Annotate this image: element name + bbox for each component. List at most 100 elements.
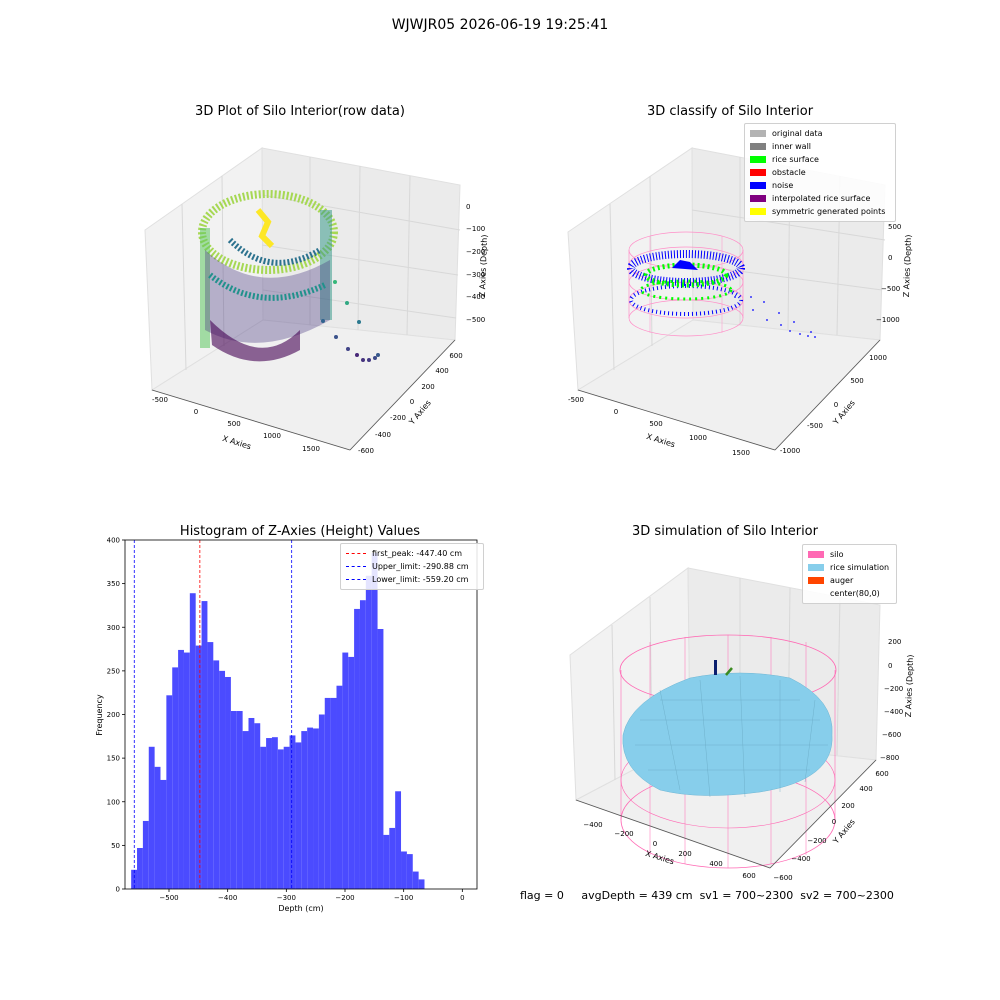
- histogram-bar: [230, 711, 237, 889]
- sv1-text: sv1 = 700~2300: [699, 889, 794, 902]
- histogram-bar: [318, 714, 325, 889]
- subplot-title-simulation: 3D simulation of Silo Interior: [632, 524, 818, 539]
- z-axis-label: Z Axies (Depth): [478, 234, 489, 297]
- z-tick-label: −200: [884, 685, 903, 693]
- z-tick-label: −800: [880, 754, 899, 762]
- histogram-bar: [348, 656, 355, 889]
- y-tick-label: 150: [107, 755, 120, 763]
- z-tick-label: −200: [466, 248, 485, 256]
- rice-surface: [622, 672, 833, 798]
- legend-label: rice surface: [772, 155, 819, 164]
- subplot-title-histogram: Histogram of Z-Axies (Height) Values: [179, 524, 421, 539]
- x-tick-label: 1500: [732, 449, 750, 457]
- y-tick-label: 400: [435, 367, 448, 375]
- legend-item: original data: [750, 127, 890, 140]
- legend-item: interpolated rice surface: [750, 192, 890, 205]
- z-tick-label: −1000: [876, 316, 900, 324]
- classify-point-cloud: [627, 231, 816, 338]
- histogram-bar: [412, 871, 419, 889]
- legend-label: interpolated rice surface: [772, 194, 871, 203]
- y-tick-label: 50: [111, 842, 120, 850]
- x-tick-label: 500: [227, 420, 240, 428]
- histogram-bar: [406, 854, 413, 889]
- legend-label: rice simulation: [830, 563, 890, 572]
- legend-label: first_peak: -447.40 cm: [372, 549, 463, 558]
- histogram-bar: [178, 649, 184, 889]
- legend-item: auger: [808, 574, 891, 587]
- legend-label: symmetric generated points: [772, 207, 886, 216]
- z-axis-label: Z Axies (Depth): [904, 654, 915, 717]
- avg-depth-text: avgDepth = 439 cm: [581, 889, 693, 902]
- sim-z-axis: 200 0 −200 −400 −600 −800 Z Axies (Depth…: [880, 638, 915, 762]
- x-tick-label: 0: [460, 894, 464, 902]
- raw-point-cloud: [198, 190, 380, 362]
- histogram-bar: [213, 660, 220, 889]
- y-tick-label: -200: [390, 414, 406, 422]
- x-tick-label: −300: [277, 894, 296, 902]
- histogram-bar: [242, 731, 249, 889]
- legend-label: silo: [830, 550, 844, 559]
- legend-label: obstacle: [772, 168, 806, 177]
- histogram-bar: [131, 869, 138, 889]
- histogram-bar: [418, 879, 425, 889]
- histogram-legend: first_peak: -447.40 cm Upper_limit: -290…: [340, 543, 484, 590]
- z-tick-label: −500: [881, 285, 900, 293]
- histogram-x-ticks: −500 −400 −300 −200 −100 0: [159, 889, 465, 902]
- x-tick-label: 600: [742, 872, 755, 880]
- sv2-text: sv2 = 700~2300: [800, 889, 894, 902]
- y-tick-label: 0: [410, 398, 414, 406]
- histogram-bar: [148, 746, 155, 889]
- y-tick-label: −400: [791, 855, 810, 863]
- histogram-bar: [324, 697, 331, 889]
- histogram-bar: [137, 847, 143, 889]
- x-tick-label: -500: [152, 396, 168, 404]
- histogram-bar: [225, 676, 231, 889]
- histogram-bar: [201, 601, 208, 889]
- x-tick-label: 400: [709, 860, 722, 868]
- y-tick-label: -1000: [780, 447, 800, 455]
- y-tick-label: -500: [807, 422, 823, 430]
- z-tick-label: −400: [884, 708, 903, 716]
- y-tick-label: 350: [107, 580, 120, 588]
- histogram-bar: [260, 746, 267, 889]
- z-tick-label: 0: [888, 254, 892, 262]
- subplot-title-raw: 3D Plot of Silo Interior(row data): [195, 104, 405, 119]
- x-tick-label: 200: [678, 850, 691, 858]
- legend-item: obstacle: [750, 166, 890, 179]
- histogram-bar: [277, 749, 284, 889]
- histogram-y-ticks: 0 50 100 150 200 250 300 350 400: [107, 537, 125, 894]
- legend-item: center(80,0): [808, 587, 891, 600]
- x-tick-label: −400: [583, 821, 602, 829]
- raw-z-axis: 0 −100 −200 −300 −400 −500 Z Axies (Dept…: [466, 203, 489, 324]
- histogram-bar: [271, 737, 278, 889]
- histogram-bar: [342, 652, 349, 889]
- z-tick-label: 200: [888, 638, 901, 646]
- x-tick-label: −500: [159, 894, 178, 902]
- y-tick-label: 200: [841, 802, 854, 810]
- subplot-title-classify: 3D classify of Silo Interior: [646, 104, 814, 119]
- legend-label: noise: [772, 181, 794, 190]
- y-tick-label: 400: [107, 537, 120, 545]
- histogram-bar: [189, 593, 196, 889]
- legend-label: inner wall: [772, 142, 812, 151]
- legend-label: center(80,0): [830, 589, 880, 598]
- histogram-bar: [219, 670, 226, 889]
- histogram-vlines: [133, 540, 293, 889]
- x-tick-label: -500: [568, 396, 584, 404]
- simulation-legend: silo rice simulation auger center(80,0): [802, 544, 897, 604]
- legend-label: Lower_limit: -559.20 cm: [372, 575, 469, 584]
- z-tick-label: 0: [466, 203, 470, 211]
- histogram-bar: [389, 827, 396, 889]
- histogram-bar: [354, 608, 360, 889]
- histogram-bar: [395, 791, 402, 889]
- y-tick-label: 200: [107, 711, 120, 719]
- histogram-bar: [195, 645, 202, 889]
- y-tick-label: −600: [773, 874, 792, 882]
- z-tick-label: −300: [466, 271, 485, 279]
- legend-item: rice surface: [750, 153, 890, 166]
- z-tick-label: −100: [466, 225, 485, 233]
- y-tick-label: -400: [375, 431, 391, 439]
